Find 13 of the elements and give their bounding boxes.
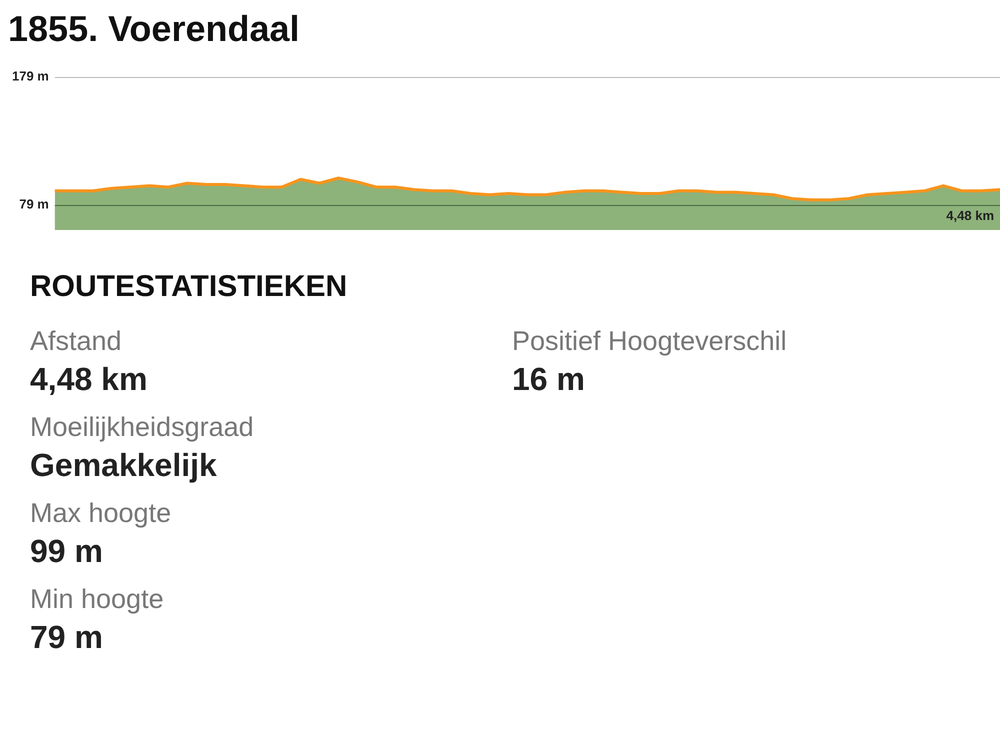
text: 16 m: [512, 361, 586, 398]
text: Max hoogte: [30, 498, 172, 529]
text: Moeilijkheidsgraad: [30, 412, 255, 443]
text: Afstand: [30, 326, 123, 357]
chart-title: 1855. Voerendaal: [7, 7, 300, 50]
text: ROUTESTATISTIEKEN: [30, 270, 348, 304]
text: Gemakkelijk: [30, 447, 218, 484]
y-tick-label: 179 m: [12, 68, 49, 84]
text: Min hoogte: [30, 584, 165, 615]
text: 99 m: [30, 533, 104, 570]
text: 4,48 km: [946, 208, 994, 224]
text: 4,48 km: [30, 361, 148, 398]
text: Positief Hoogteverschil: [512, 326, 788, 357]
